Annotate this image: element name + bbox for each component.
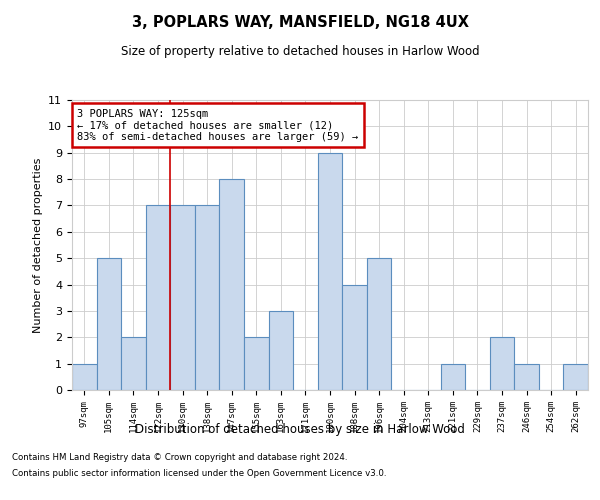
- Text: Size of property relative to detached houses in Harlow Wood: Size of property relative to detached ho…: [121, 45, 479, 58]
- Bar: [97, 258, 121, 390]
- Bar: [367, 258, 391, 390]
- Text: 3, POPLARS WAY, MANSFIELD, NG18 4UX: 3, POPLARS WAY, MANSFIELD, NG18 4UX: [131, 15, 469, 30]
- Bar: [170, 206, 195, 390]
- Bar: [490, 338, 514, 390]
- Text: Distribution of detached houses by size in Harlow Wood: Distribution of detached houses by size …: [135, 422, 465, 436]
- Bar: [121, 338, 146, 390]
- Bar: [195, 206, 220, 390]
- Text: 3 POPLARS WAY: 125sqm
← 17% of detached houses are smaller (12)
83% of semi-deta: 3 POPLARS WAY: 125sqm ← 17% of detached …: [77, 108, 358, 142]
- Y-axis label: Number of detached properties: Number of detached properties: [33, 158, 43, 332]
- Bar: [220, 179, 244, 390]
- Bar: [563, 364, 588, 390]
- Bar: [514, 364, 539, 390]
- Bar: [318, 152, 342, 390]
- Bar: [342, 284, 367, 390]
- Text: Contains public sector information licensed under the Open Government Licence v3: Contains public sector information licen…: [12, 468, 386, 477]
- Text: Contains HM Land Registry data © Crown copyright and database right 2024.: Contains HM Land Registry data © Crown c…: [12, 454, 347, 462]
- Bar: [146, 206, 170, 390]
- Bar: [269, 311, 293, 390]
- Bar: [72, 364, 97, 390]
- Bar: [440, 364, 465, 390]
- Bar: [244, 338, 269, 390]
